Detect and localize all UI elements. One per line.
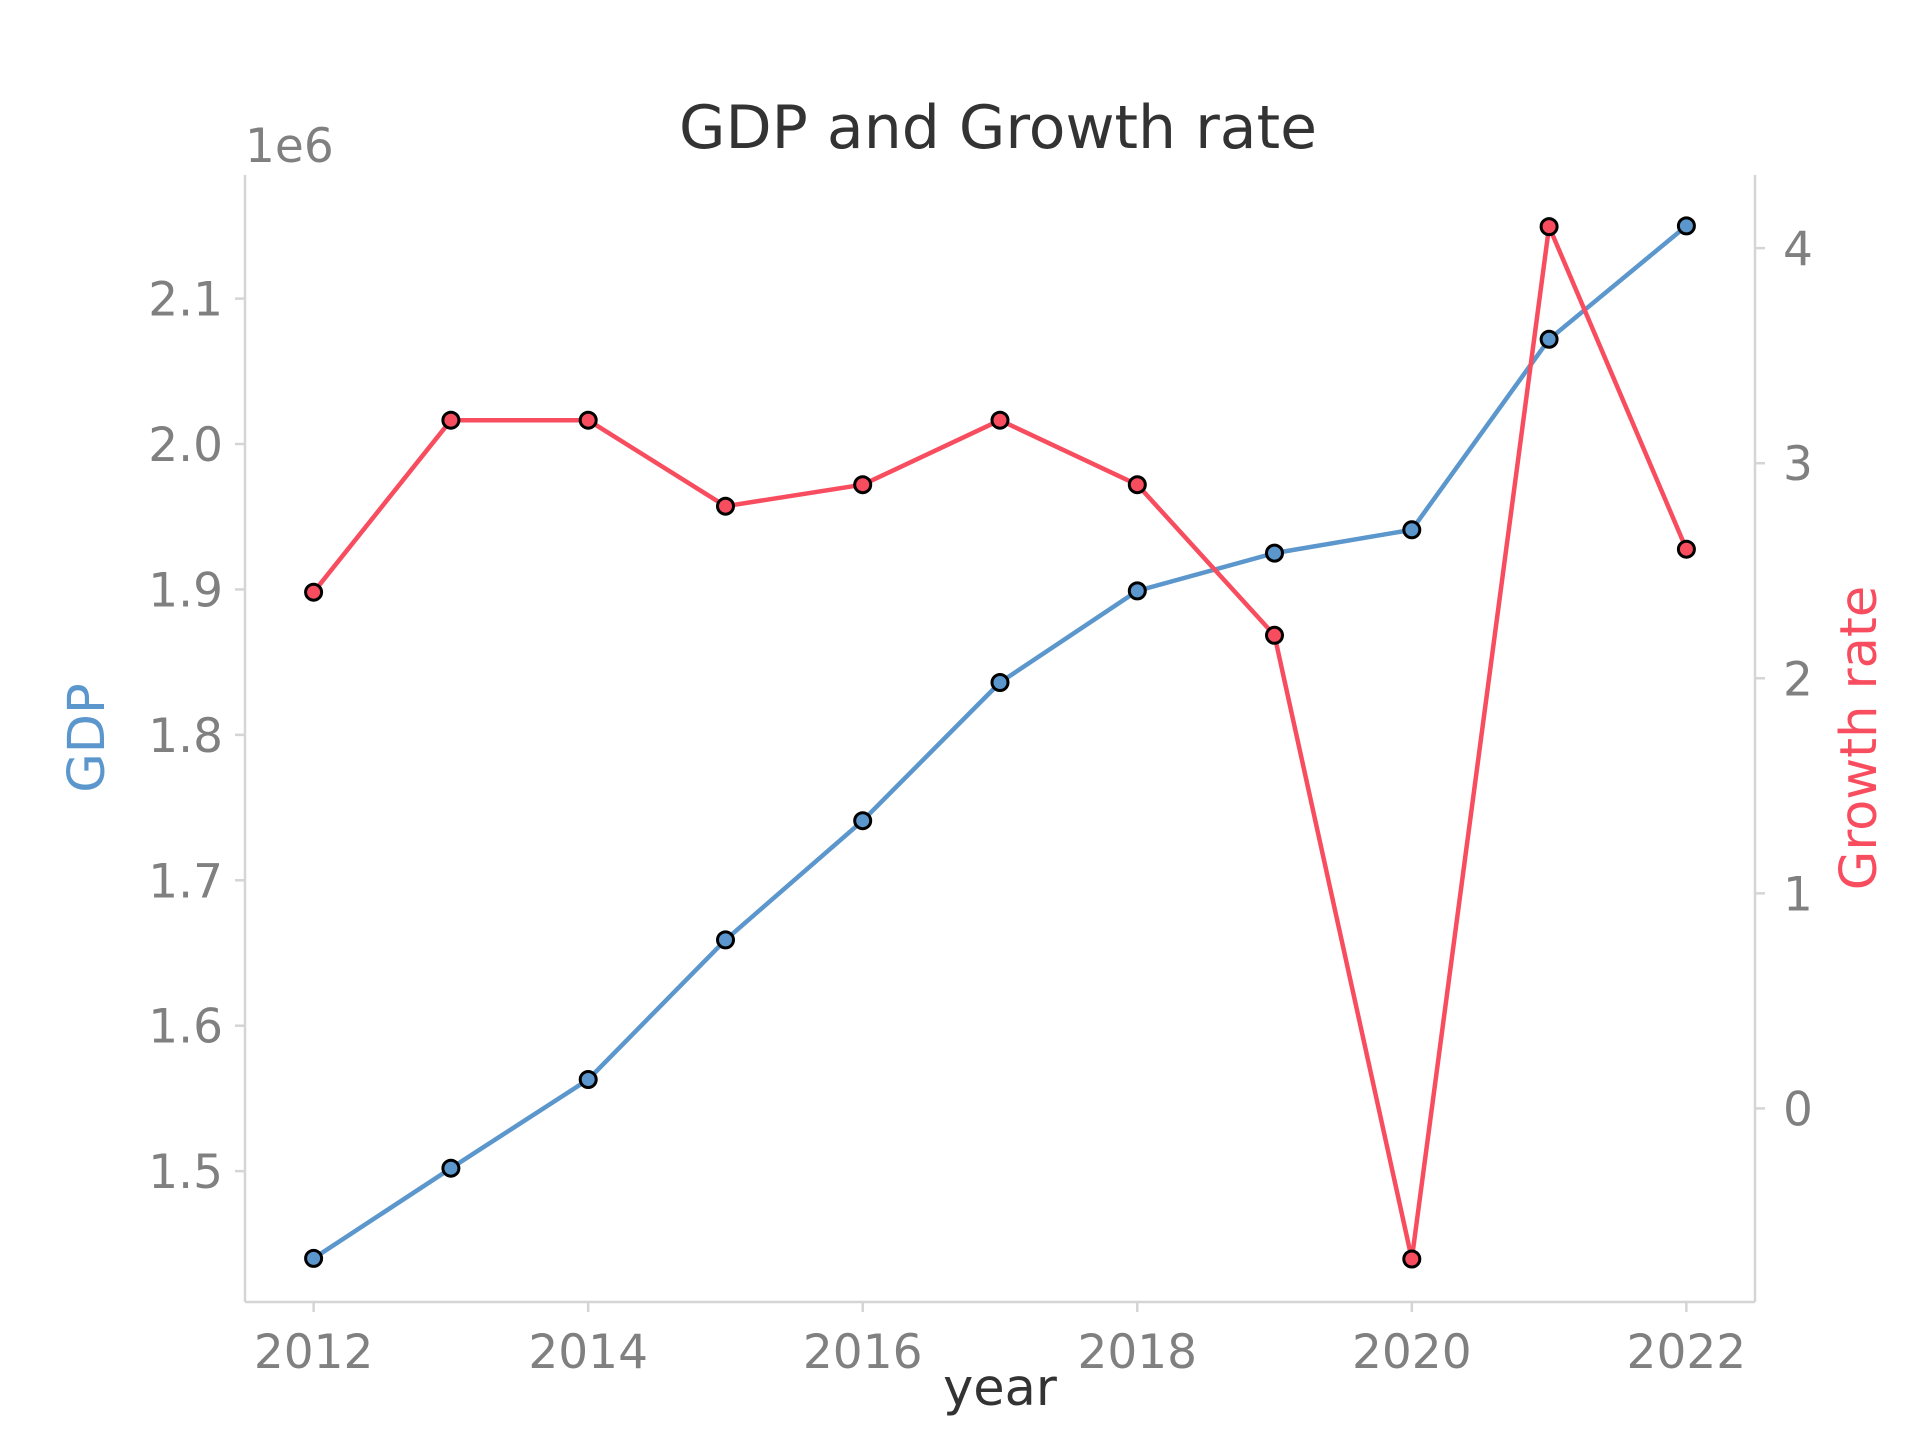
growth-rate-data-point <box>1265 625 1284 645</box>
y-left-tick-label: 1.8 <box>148 709 223 764</box>
gdp-data-point <box>578 1070 598 1089</box>
y-left-offset-text: 1e6 <box>245 119 334 174</box>
gdp-data-point <box>853 811 873 831</box>
growth-rate-data-point <box>716 496 735 516</box>
x-tick-label: 2018 <box>1077 1325 1197 1380</box>
growth-rate-data-point <box>853 475 873 495</box>
x-tick-label: 2014 <box>528 1325 648 1380</box>
growth-rate-data-point <box>1127 475 1147 495</box>
y-left-tick-label: 1.9 <box>148 563 223 618</box>
x-axis-title: year <box>943 1359 1057 1418</box>
chart-title: GDP and Growth rate <box>679 93 1317 163</box>
y-right-axis-ticks: 0 1 2 3 4 <box>1755 222 1813 1137</box>
x-tick-label: 2020 <box>1352 1325 1472 1380</box>
axes-frame <box>243 175 1757 1304</box>
x-tick-label: 2012 <box>254 1325 374 1380</box>
x-axis-ticks: 2012 2014 2016 2018 2020 2022 <box>254 1302 1746 1380</box>
series-layer <box>304 216 1696 1269</box>
gdp-data-point <box>1402 520 1422 540</box>
gdp-data-point <box>304 1248 324 1268</box>
gdp-data-point <box>716 930 735 950</box>
y-right-tick-label: 1 <box>1783 867 1813 922</box>
growth-rate-data-point <box>1539 217 1559 237</box>
y-left-tick-label: 2.1 <box>148 273 223 328</box>
growth-rate-data-point <box>304 582 324 602</box>
x-tick-label: 2022 <box>1627 1325 1747 1380</box>
growth-rate-data-point <box>990 410 1010 430</box>
y-left-tick-label: 1.5 <box>148 1145 223 1200</box>
y-right-tick-label: 3 <box>1783 437 1813 492</box>
gdp-data-point <box>441 1158 461 1178</box>
y-left-axis-title: GDP <box>58 683 117 793</box>
growth-rate-data-point <box>1676 539 1696 559</box>
y-left-tick-label: 1.7 <box>148 854 223 909</box>
gdp-data-point <box>1539 329 1559 349</box>
y-left-axis-ticks: 1.5 1.6 1.7 1.8 1.9 2.0 2.1 <box>148 273 245 1200</box>
growth-rate-data-point <box>1402 1249 1422 1269</box>
growth-rate-data-point <box>441 410 461 430</box>
x-tick-label: 2016 <box>803 1325 923 1380</box>
y-right-tick-label: 4 <box>1783 222 1813 277</box>
growth-rate-data-point <box>578 410 598 430</box>
y-left-tick-label: 1.6 <box>148 1000 223 1055</box>
gdp-data-point <box>1676 216 1696 236</box>
y-right-tick-label: 2 <box>1783 652 1813 707</box>
y-left-tick-label: 2.0 <box>148 418 223 473</box>
gdp-data-point <box>990 673 1010 692</box>
y-right-tick-label: 0 <box>1783 1082 1813 1137</box>
gdp-data-point <box>1265 543 1284 563</box>
y-right-axis-title: Growth rate <box>1830 586 1889 890</box>
gdp-data-point <box>1127 581 1147 601</box>
